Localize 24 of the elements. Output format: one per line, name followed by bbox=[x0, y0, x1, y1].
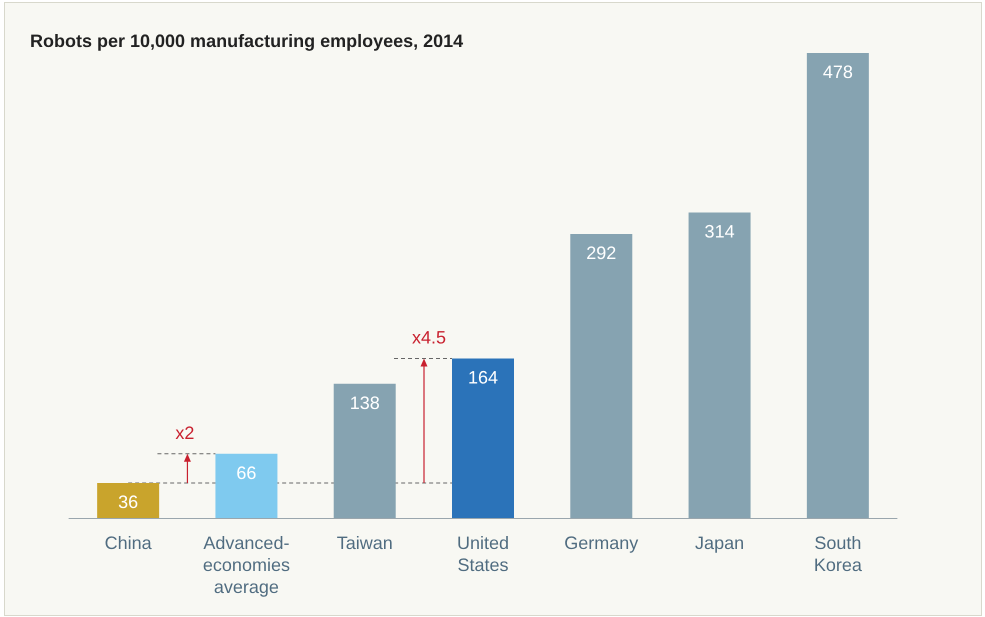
bar bbox=[688, 212, 751, 518]
bar bbox=[215, 454, 278, 518]
annotation: x4.5 bbox=[412, 327, 446, 348]
bar bbox=[806, 53, 869, 518]
data-label: 478 bbox=[822, 62, 853, 82]
x-tick-label: Japan bbox=[695, 533, 744, 553]
bar bbox=[452, 358, 514, 518]
bar bbox=[97, 482, 160, 518]
data-label: 164 bbox=[468, 367, 498, 388]
data-label: 138 bbox=[350, 392, 380, 413]
x-tick-label: Germany bbox=[564, 533, 638, 553]
x-tick-label: China bbox=[104, 533, 153, 553]
data-label: 292 bbox=[586, 242, 616, 263]
x-tick-label: United States bbox=[456, 533, 510, 575]
data-label: 36 bbox=[118, 492, 138, 512]
bar bbox=[334, 384, 396, 518]
x-tick-label: Taiwan bbox=[336, 533, 393, 553]
data-label: 314 bbox=[704, 222, 735, 242]
x-tick-label: South Korea bbox=[814, 533, 863, 575]
annotation: x2 bbox=[175, 422, 194, 443]
bar bbox=[570, 234, 632, 518]
x-tick-label: Advanced-economies average bbox=[202, 533, 290, 597]
chart-title: Robots per 10,000 manufacturing employees, 2014 bbox=[30, 31, 464, 51]
data-label: 66 bbox=[236, 462, 256, 483]
